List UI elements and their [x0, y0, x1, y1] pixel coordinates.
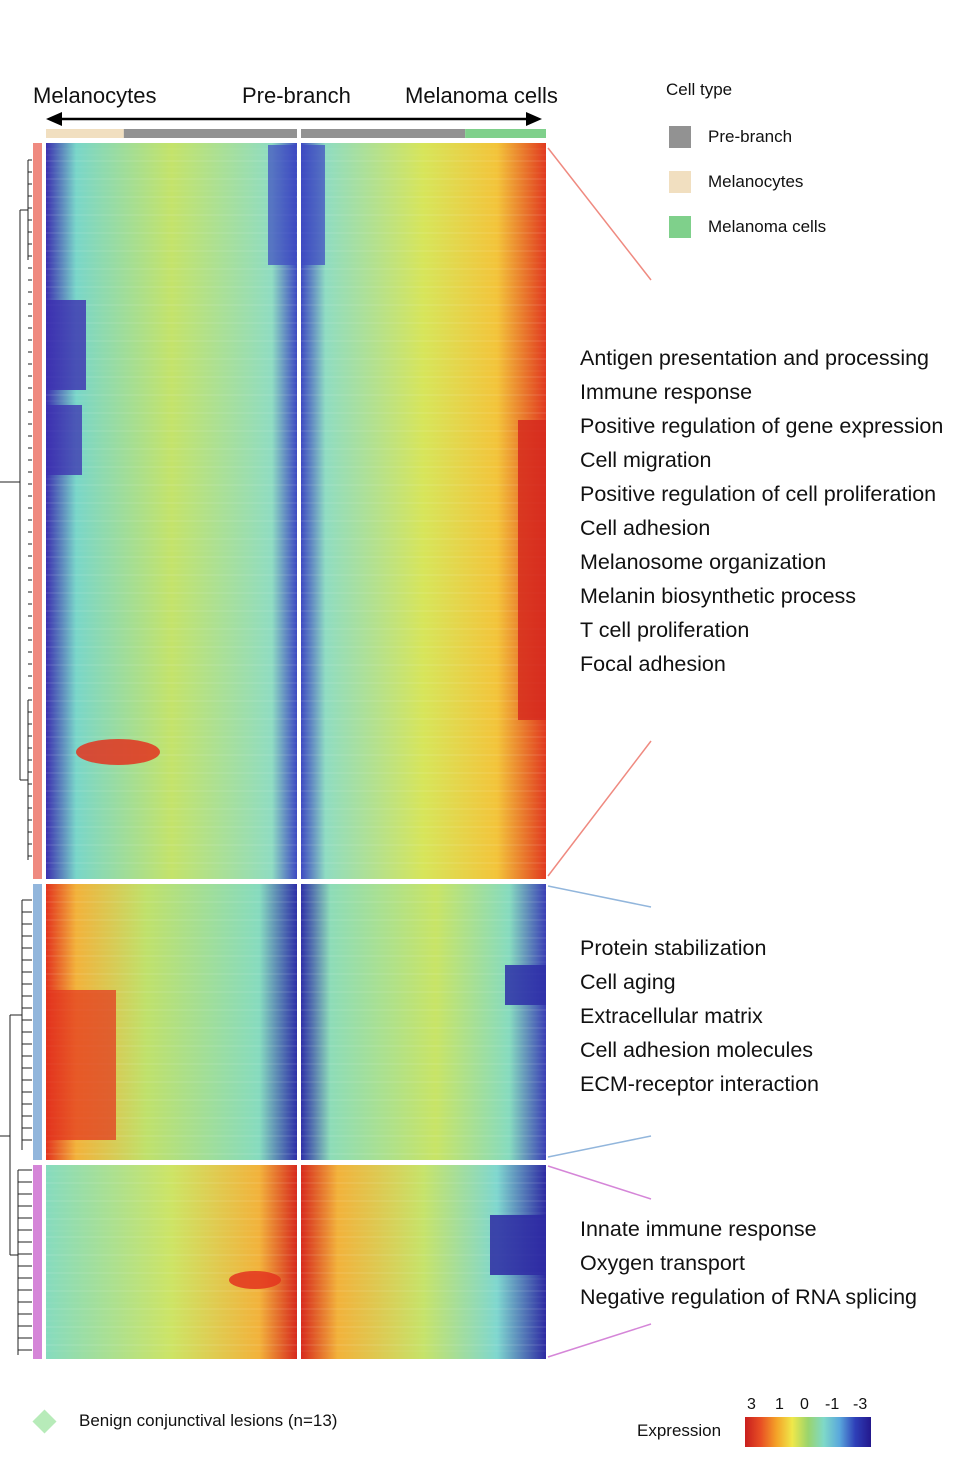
cluster-separator [30, 879, 548, 884]
legend-swatch-melanoma-cells [669, 216, 691, 238]
cell-type-bar-segment [123, 129, 297, 138]
expression-tick: 3 [747, 1396, 756, 1413]
heatmap-hotspot [229, 1271, 281, 1289]
heatmap-lowspot [505, 965, 546, 1005]
term: Extracellular matrix [580, 1004, 763, 1028]
heatmap-lowspot [301, 145, 325, 265]
expression-scale-title: Expression [637, 1421, 722, 1440]
legend-title: Cell type [666, 80, 733, 99]
term: Positive regulation of cell proliferatio… [580, 482, 937, 506]
expression-tick: 0 [800, 1396, 809, 1413]
term: Cell aging [580, 970, 676, 994]
cluster-color-bar-2 [33, 884, 42, 1160]
cluster-3-connector-bottom [547, 1323, 652, 1358]
legend-label: Melanocytes [708, 172, 804, 191]
cluster-2-connector-bottom [547, 1135, 652, 1158]
melanocytes-header-label: Melanocytes [33, 83, 157, 108]
legend-swatch-melanocytes [669, 171, 691, 193]
term: Negative regulation of RNA splicing [580, 1285, 918, 1309]
term: ECM-receptor interaction [580, 1072, 819, 1096]
heatmap-lowspot [46, 300, 86, 390]
footer-note: Benign conjunctival lesions (n=13) [32, 1408, 338, 1434]
term: Innate immune response [580, 1217, 817, 1241]
heatmap-lowspot [490, 1215, 546, 1275]
cluster-1-connector-top [547, 147, 652, 281]
heatmap-lowspot [268, 145, 296, 265]
cluster-separator [30, 1160, 548, 1165]
term: Focal adhesion [580, 652, 726, 676]
cluster-1-term-list: Antigen presentation and processing Immu… [580, 341, 943, 681]
term: Oxygen transport [580, 1251, 745, 1275]
arrow-head-right-icon [526, 112, 542, 126]
term: Cell migration [580, 448, 712, 472]
term: Melanosome organization [580, 550, 827, 574]
term: Cell adhesion molecules [580, 1038, 814, 1062]
legend-label: Pre-branch [708, 127, 793, 146]
cluster-2-connector-top [547, 885, 652, 908]
cluster-color-bar-1 [33, 143, 42, 879]
heatmap-hotspot [76, 739, 160, 765]
legend-item-melanoma-cells: Melanoma cells [669, 216, 826, 238]
cell-type-bar-segment [465, 129, 546, 138]
heatmap-hotspot [46, 990, 116, 1140]
legend-item-pre-branch: Pre-branch [669, 126, 792, 148]
cluster-color-bar-3 [33, 1165, 42, 1359]
expression-tick: 1 [775, 1396, 784, 1413]
melanoma-cells-header-label: Melanoma cells [405, 83, 558, 108]
term: Melanin biosynthetic process [580, 584, 857, 608]
expression-tick: -3 [853, 1396, 868, 1413]
heatmap-block-left-cluster-3 [46, 1165, 297, 1359]
legend-label: Melanoma cells [708, 217, 827, 236]
cluster-3-term-list: Innate immune response Oxygen transport … [580, 1212, 917, 1314]
term: Cell adhesion [580, 516, 711, 540]
heatmap-block-right-cluster-2 [301, 884, 546, 1160]
expression-tick: -1 [825, 1396, 840, 1413]
heatmap-lowspot [46, 405, 82, 475]
term: Protein stabilization [580, 936, 767, 960]
term: T cell proliferation [580, 618, 750, 642]
term: Immune response [580, 380, 753, 404]
term: Antigen presentation and processing [580, 346, 930, 370]
legend-swatch-pre-branch [669, 126, 691, 148]
cell-type-bar-segment [46, 129, 124, 138]
heatmap-hotspot [518, 420, 546, 720]
cluster-3-connector-top [547, 1165, 652, 1200]
legend-item-melanocytes: Melanocytes [669, 171, 803, 193]
pre-branch-header-label: Pre-branch [242, 83, 351, 108]
cell-type-bar-segment [301, 129, 466, 138]
cluster-2-term-list: Protein stabilization Cell aging Extrace… [580, 931, 819, 1101]
heatmap-block-right-cluster-1 [301, 143, 546, 879]
cluster-1-connector-bottom [547, 740, 652, 877]
term: Positive regulation of gene expression [580, 414, 944, 438]
arrow-head-left-icon [46, 112, 62, 126]
footer-note-label: Benign conjunctival lesions (n=13) [79, 1411, 338, 1430]
expression-color-bar [745, 1417, 871, 1447]
diamond-icon [32, 1408, 57, 1434]
heatmap-block-left-cluster-1 [46, 143, 297, 879]
